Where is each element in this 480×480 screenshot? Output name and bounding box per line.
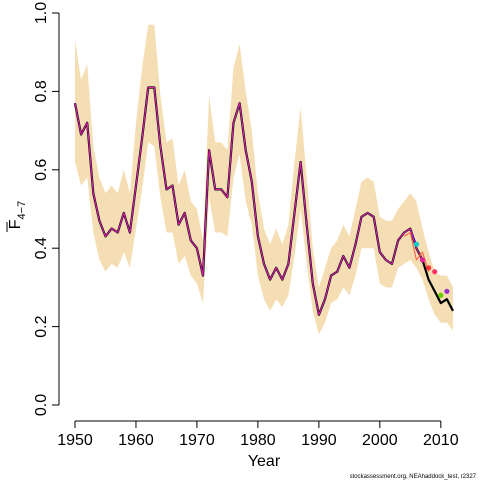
terminal-point-6 bbox=[444, 288, 450, 294]
x-axis-title: Year bbox=[248, 453, 281, 470]
confidence-band-tail bbox=[416, 201, 453, 331]
y-tick-label-5: 1.0 bbox=[33, 2, 50, 24]
x-tick-label-2000: 2000 bbox=[362, 432, 398, 449]
series-lines bbox=[73, 86, 454, 316]
terminal-point-2 bbox=[419, 257, 426, 263]
confidence-band-main bbox=[75, 24, 417, 335]
x-tick-label-1980: 1980 bbox=[240, 432, 276, 449]
terminal-point-1 bbox=[413, 241, 420, 247]
x-tick-label-2010: 2010 bbox=[423, 432, 459, 449]
x-tick-label-1970: 1970 bbox=[179, 432, 215, 449]
y-tick-label-4: 0.8 bbox=[33, 80, 50, 102]
y-tick-label-3: 0.6 bbox=[33, 159, 50, 181]
footnote: stockassessment.org, NEAhaddock_test, r2… bbox=[350, 474, 477, 480]
terminal-point-3 bbox=[426, 265, 432, 271]
terminal-points bbox=[413, 241, 450, 298]
y-tick-label-2: 0.4 bbox=[33, 237, 50, 259]
terminal-point-5 bbox=[438, 292, 444, 298]
x-tick-label-1950: 1950 bbox=[57, 432, 93, 449]
y-axis-title-main: F bbox=[7, 219, 24, 229]
y-axis-title-sub: 4−7 bbox=[16, 201, 28, 220]
axes: 1950 1960 1970 1980 1990 2000 2010 0.0 0.2 0.4 0.6… bbox=[33, 2, 459, 449]
x-tick-label-1960: 1960 bbox=[118, 432, 154, 449]
terminal-point-4 bbox=[432, 269, 438, 275]
y-axis-title: F4−7 bbox=[6, 201, 28, 232]
svg-text:F4−7: F4−7 bbox=[7, 201, 28, 229]
y-tick-label-1: 0.2 bbox=[33, 315, 50, 337]
confidence-band bbox=[75, 24, 453, 335]
x-tick-label-1990: 1990 bbox=[301, 432, 337, 449]
y-tick-label-0: 0.0 bbox=[33, 394, 50, 416]
series-line-3 bbox=[74, 86, 423, 316]
